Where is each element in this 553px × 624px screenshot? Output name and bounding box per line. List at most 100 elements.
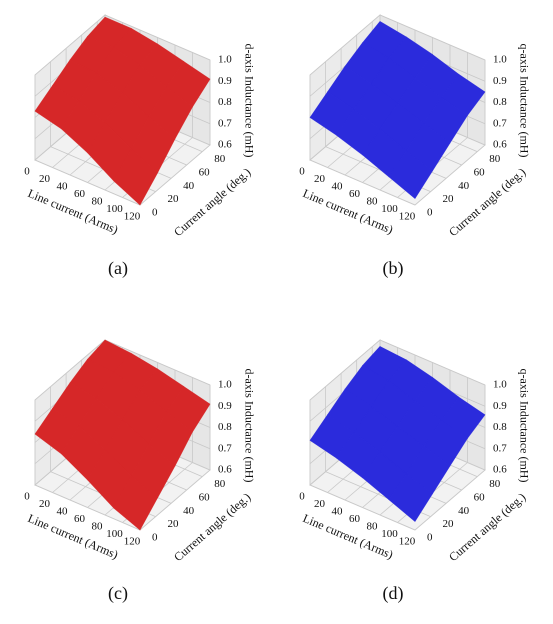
y-axis-label: Current angle (deg.) [171, 490, 253, 564]
x-tick-label: 0 [299, 166, 305, 178]
x-tick-label: 80 [367, 196, 379, 208]
z-grid-line [379, 339, 486, 386]
z-tick-label: 0.6 [493, 464, 507, 476]
z-tick-label: 0.9 [493, 75, 507, 87]
x-tick-label: 120 [124, 536, 141, 548]
y-tick-label: 0 [427, 532, 433, 544]
surface-patch [113, 475, 158, 531]
panel-label: (b) [383, 258, 404, 279]
z-grid-line [309, 14, 381, 76]
x-tick-label: 100 [106, 203, 123, 215]
z-axis-label: d-axis Inductance (mH) [242, 369, 256, 483]
z-grid-line [104, 14, 211, 61]
y-tick-label: 80 [214, 478, 226, 490]
y-tick-label: 60 [474, 492, 486, 504]
y-tick-label: 60 [474, 167, 486, 179]
y-grid-line [309, 159, 416, 206]
y-tick-label: 80 [489, 478, 501, 490]
z-tick-label: 0.8 [493, 421, 507, 433]
x-tick-label: 20 [39, 498, 51, 510]
x-tick-label: 120 [399, 536, 416, 548]
x-tick-label: 20 [314, 173, 326, 185]
x-tick-label: 60 [349, 513, 361, 525]
z-tick-label: 0.8 [493, 96, 507, 108]
z-tick-label: 0.7 [218, 442, 232, 454]
x-tick-label: 100 [106, 528, 123, 540]
y-tick-label: 40 [183, 505, 195, 517]
x-tick-label: 120 [399, 211, 416, 223]
z-grid-line [34, 339, 106, 401]
x-tick-label: 80 [92, 196, 104, 208]
z-tick-label: 0.8 [218, 96, 232, 108]
z-grid-line [34, 14, 106, 76]
surface-patch [388, 473, 433, 522]
y-tick-label: 80 [489, 153, 501, 165]
x-tick-label: 0 [24, 491, 30, 503]
y-tick-label: 0 [427, 207, 433, 219]
x-tick-label: 40 [332, 506, 344, 518]
x-tick-label: 60 [74, 513, 86, 525]
panel-label: (a) [108, 258, 128, 279]
y-tick-label: 0 [152, 532, 158, 544]
z-tick-label: 0.9 [218, 75, 232, 87]
y-tick-label: 20 [443, 193, 455, 205]
z-tick-label: 1.0 [493, 379, 507, 391]
surface-patch [113, 148, 158, 206]
y-tick-label: 60 [199, 492, 211, 504]
panel-label: (d) [383, 583, 404, 604]
z-tick-label: 0.9 [493, 400, 507, 412]
x-tick-label: 60 [349, 188, 361, 200]
y-tick-label: 20 [168, 193, 180, 205]
x-tick-label: 0 [24, 166, 30, 178]
z-tick-label: 0.7 [218, 117, 232, 129]
x-tick-label: 100 [381, 528, 398, 540]
z-tick-label: 0.6 [218, 464, 232, 476]
z-tick-label: 0.7 [493, 442, 507, 454]
x-tick-label: 40 [332, 181, 344, 193]
z-axis-label: q-axis Inductance (mH) [517, 369, 531, 483]
x-tick-label: 80 [367, 521, 379, 533]
y-tick-label: 40 [458, 180, 470, 192]
y-tick-label: 20 [443, 518, 455, 530]
z-tick-label: 0.6 [218, 139, 232, 151]
x-tick-label: 120 [124, 211, 141, 223]
z-tick-label: 0.8 [218, 421, 232, 433]
y-axis-label: Current angle (deg.) [171, 165, 253, 239]
x-grid-line [139, 469, 211, 531]
x-tick-label: 80 [92, 521, 104, 533]
z-tick-label: 1.0 [493, 54, 507, 66]
y-grid-line [34, 159, 141, 206]
surface-patch [388, 150, 433, 200]
y-grid-line [34, 484, 141, 531]
y-tick-label: 60 [199, 167, 211, 179]
x-grid-line [139, 144, 211, 206]
z-tick-label: 0.6 [493, 139, 507, 151]
x-tick-label: 0 [299, 491, 305, 503]
z-grid-line [104, 339, 211, 386]
x-tick-label: 40 [57, 506, 69, 518]
x-tick-label: 20 [314, 498, 326, 510]
y-axis-label: Current angle (deg.) [446, 165, 528, 239]
y-tick-label: 20 [168, 518, 180, 530]
z-grid-line [309, 339, 381, 401]
y-tick-label: 80 [214, 153, 226, 165]
y-grid-line [309, 484, 416, 531]
x-grid-line [414, 144, 486, 206]
y-tick-label: 40 [183, 180, 195, 192]
x-tick-label: 60 [74, 188, 86, 200]
z-axis-label: d-axis Inductance (mH) [242, 44, 256, 158]
z-tick-label: 1.0 [218, 379, 232, 391]
z-grid-line [379, 14, 486, 61]
y-tick-label: 40 [458, 505, 470, 517]
y-tick-label: 0 [152, 207, 158, 219]
z-tick-label: 0.9 [218, 400, 232, 412]
y-axis-label: Current angle (deg.) [446, 490, 528, 564]
x-tick-label: 40 [57, 181, 69, 193]
x-tick-label: 20 [39, 173, 51, 185]
z-axis-label: q-axis Inductance (mH) [517, 44, 531, 158]
